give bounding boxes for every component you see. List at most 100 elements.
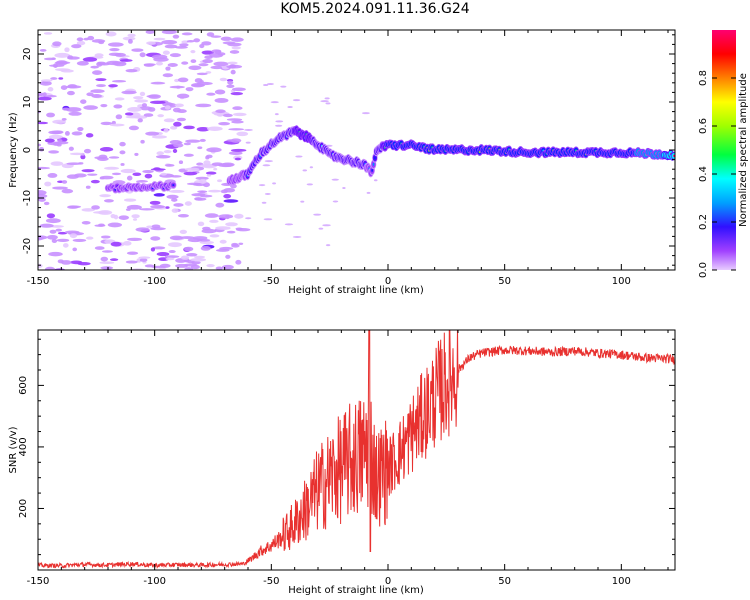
noise-blob — [176, 117, 187, 122]
noise-blob — [195, 176, 209, 181]
noise-blob — [97, 156, 109, 162]
noise-blob — [230, 92, 243, 96]
noise-blob — [81, 208, 95, 212]
y-tick-label: -20 — [22, 238, 33, 254]
noise-blob — [234, 213, 244, 219]
x-tick-label: 100 — [612, 276, 631, 287]
noise-blob — [113, 104, 123, 109]
noise-blob — [164, 44, 178, 49]
noise-blob — [295, 155, 303, 158]
noise-blob — [66, 205, 79, 209]
noise-blob — [179, 229, 188, 234]
noise-blob — [183, 153, 194, 157]
noise-blob — [193, 183, 206, 187]
noise-blob — [133, 96, 144, 100]
noise-blob — [58, 77, 64, 80]
colorbar-tick-label: 0.4 — [698, 166, 709, 182]
noise-blob — [101, 250, 113, 253]
noise-blob — [199, 138, 206, 142]
noise-blob — [126, 204, 142, 210]
noise-blob — [38, 193, 48, 199]
noise-blob — [40, 79, 53, 82]
noise-blob — [128, 38, 133, 44]
y-tick-label: 0 — [22, 147, 33, 153]
noise-blob — [225, 254, 231, 259]
noise-blob — [98, 40, 105, 45]
noise-blob — [57, 139, 63, 142]
noise-blob — [137, 118, 143, 123]
noise-blob — [90, 179, 100, 184]
noise-blob — [132, 172, 142, 177]
noise-blob — [149, 200, 161, 205]
noise-blob — [373, 179, 378, 182]
y-tick-label: 400 — [18, 437, 29, 456]
noise-blob — [160, 172, 167, 176]
noise-blob — [43, 32, 53, 35]
noise-blob — [169, 85, 185, 89]
noise-blob — [162, 50, 170, 55]
noise-blob — [96, 84, 106, 88]
noise-blob — [196, 126, 210, 132]
noise-blob — [168, 242, 182, 248]
noise-blob — [125, 68, 138, 73]
y-tick-label: 20 — [22, 48, 33, 61]
noise-blob — [229, 50, 240, 54]
noise-blob — [143, 63, 155, 67]
noise-blob — [300, 200, 305, 203]
noise-blob — [178, 160, 184, 165]
noise-blob — [172, 107, 182, 113]
noise-blob — [169, 175, 182, 178]
noise-blob — [39, 48, 47, 52]
noise-blob — [231, 120, 244, 124]
noise-blob — [151, 135, 167, 139]
noise-blob — [165, 66, 171, 71]
noise-blob — [264, 160, 274, 163]
noise-blob — [165, 206, 170, 209]
noise-blob — [38, 121, 49, 125]
noise-blob — [197, 146, 203, 150]
noise-blob — [124, 112, 134, 116]
noise-blob — [183, 125, 195, 130]
noise-blob — [205, 171, 217, 175]
noise-blob — [231, 46, 241, 50]
noise-blob — [214, 89, 226, 95]
noise-blob — [313, 213, 322, 216]
noise-blob — [122, 241, 132, 246]
noise-blob — [46, 213, 56, 219]
spectrogram-x-ticks: -150 -100 -50 0 50 100 — [27, 30, 669, 287]
ridge-core — [172, 184, 175, 187]
noise-blob — [161, 39, 178, 45]
noise-blob — [163, 150, 172, 154]
noise-blob — [210, 65, 224, 70]
noise-blob — [229, 64, 237, 69]
x-tick-label: 100 — [612, 576, 631, 587]
noise-blob — [123, 198, 137, 202]
noise-blob — [227, 80, 234, 85]
noise-blob — [76, 61, 89, 66]
noise-blob — [100, 256, 109, 262]
noise-blob — [48, 251, 63, 257]
noise-blob — [309, 166, 314, 169]
noise-blob — [38, 96, 52, 101]
noise-blob — [184, 167, 200, 171]
noise-blob — [190, 264, 200, 270]
noise-blob — [153, 57, 169, 62]
noise-blob — [110, 214, 116, 219]
colorbar-bar — [712, 30, 736, 270]
colorbar-title: Normalized spectral amplitude — [738, 73, 749, 227]
noise-blob — [181, 32, 193, 36]
noise-blob — [262, 164, 271, 167]
noise-blob — [47, 87, 54, 92]
noise-blob — [213, 167, 218, 171]
noise-blob — [50, 77, 58, 80]
noise-blob — [325, 244, 331, 247]
noise-blob — [150, 227, 166, 231]
noise-blob — [179, 43, 189, 47]
noise-blob — [215, 109, 226, 114]
noise-blob — [191, 193, 206, 197]
noise-blob — [226, 230, 236, 234]
noise-blob — [99, 175, 114, 180]
noise-blob — [99, 194, 111, 198]
noise-blob — [139, 208, 155, 211]
noise-blob — [158, 257, 169, 262]
